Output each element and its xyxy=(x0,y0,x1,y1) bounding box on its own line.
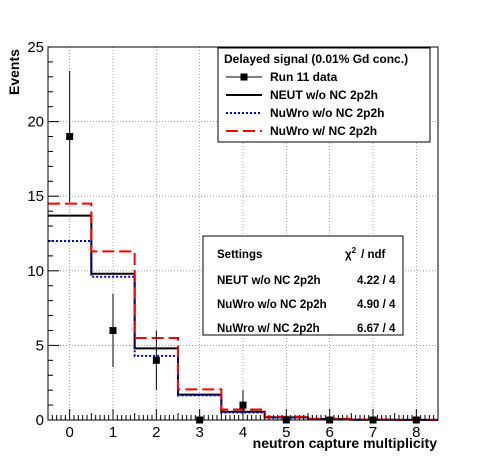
legend-entry: Run 11 data xyxy=(226,70,338,84)
data-point xyxy=(109,326,117,334)
y-tick-label: 10 xyxy=(27,263,44,280)
settings-row: NuWro w/ NC 2p2h 6.67 / 4 xyxy=(217,323,396,335)
settings-box-frame xyxy=(202,235,404,336)
legend-entry: NuWro w/ NC 2p2h xyxy=(226,124,377,138)
legend-marker xyxy=(240,73,248,81)
x-axis-title: neutron capture multiplicity xyxy=(253,435,438,451)
settings-row: NEUT w/o NC 2p2h 4.22 / 4 xyxy=(217,275,396,287)
x-tick-label: 1 xyxy=(109,424,117,441)
legend: Delayed signal (0.01% Gd conc.) Run 11 d… xyxy=(217,47,431,143)
settings-row-value: 6.67 / 4 xyxy=(357,323,396,335)
legend-entry: NuWro w/o NC 2p2h xyxy=(226,106,384,120)
settings-row-label: NuWro w/o NC 2p2h xyxy=(217,299,327,311)
legend-label: NEUT w/o NC 2p2h xyxy=(270,88,378,102)
y-tick-label: 20 xyxy=(27,114,44,131)
settings-row: NuWro w/o NC 2p2h 4.90 / 4 xyxy=(217,299,396,311)
legend-entry: NEUT w/o NC 2p2h xyxy=(226,88,378,102)
legend-label: Run 11 data xyxy=(270,70,338,84)
y-tick-label: 15 xyxy=(27,188,44,205)
x-tick-label: 5 xyxy=(282,424,290,441)
legend-label: NuWro w/o NC 2p2h xyxy=(270,106,384,120)
x-tick-label: 3 xyxy=(195,424,203,441)
settings-header-label: Settings xyxy=(217,249,262,261)
data-point xyxy=(239,401,247,409)
y-tick-label: 25 xyxy=(27,39,44,56)
x-tick-label: 6 xyxy=(325,424,333,441)
y-axis-title: Events xyxy=(6,49,22,95)
axes: 0 1 2 3 4 5 6 7 8 0 5 10 15 20 25 xyxy=(27,39,439,441)
settings-row-value: 4.90 / 4 xyxy=(357,299,396,311)
settings-row-label: NuWro w/ NC 2p2h xyxy=(217,323,320,335)
x-tick-label: 7 xyxy=(369,424,377,441)
x-tick-label: 4 xyxy=(239,424,247,441)
x-tick-label: 0 xyxy=(65,424,73,441)
x-tick-label: 2 xyxy=(152,424,160,441)
settings-header-chi2: χ2/ ndf xyxy=(345,246,386,261)
settings-row-label: NEUT w/o NC 2p2h xyxy=(217,275,321,287)
x-tick-label: 8 xyxy=(412,424,420,441)
y-tick-label: 5 xyxy=(36,337,44,354)
settings-row-value: 4.22 / 4 xyxy=(357,275,396,287)
y-tick-label: 0 xyxy=(36,412,44,429)
legend-label: NuWro w/ NC 2p2h xyxy=(270,124,377,138)
settings-box: Settings χ2/ ndf NEUT w/o NC 2p2h 4.22 / … xyxy=(202,235,404,336)
data-point xyxy=(152,356,160,364)
legend-title: Delayed signal (0.01% Gd conc.) xyxy=(224,52,408,66)
data-point xyxy=(66,133,74,141)
